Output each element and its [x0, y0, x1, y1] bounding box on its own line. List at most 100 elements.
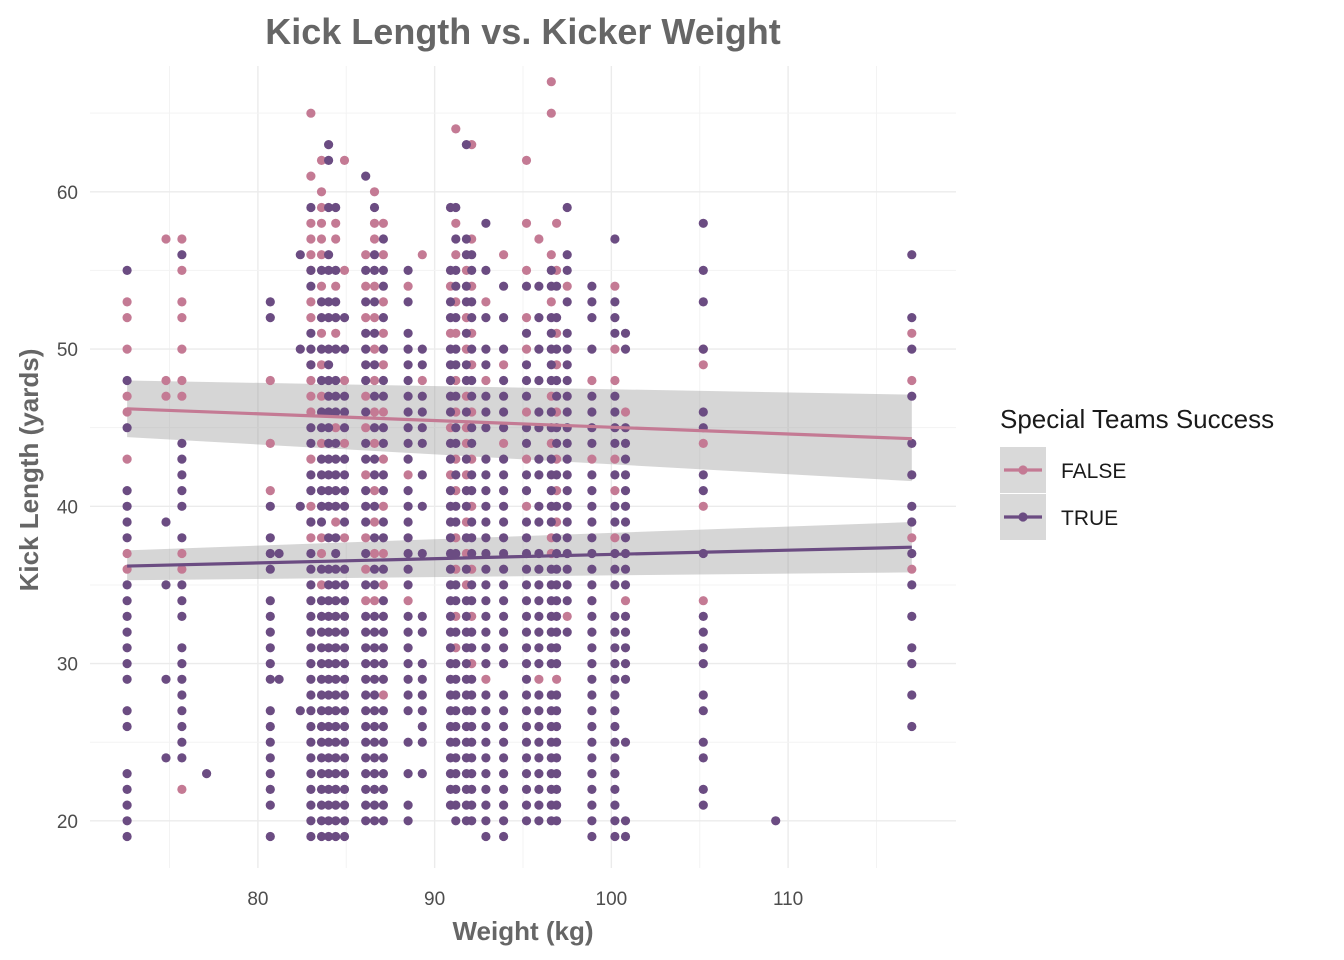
- data-point: [369, 313, 380, 323]
- x-tick-label: 110: [773, 889, 803, 910]
- data-point: [620, 831, 631, 842]
- data-point: [481, 454, 491, 464]
- data-point: [417, 391, 427, 401]
- data-point: [499, 611, 509, 622]
- data-point: [177, 659, 187, 669]
- data-point: [361, 643, 371, 653]
- y-tick-label: 20: [57, 812, 78, 833]
- data-point: [562, 360, 572, 370]
- data-point: [306, 108, 316, 118]
- data-point: [461, 659, 471, 669]
- data-point: [445, 611, 456, 622]
- data-point: [562, 328, 572, 338]
- data-point: [403, 375, 413, 386]
- data-point: [552, 816, 562, 826]
- data-point: [378, 265, 388, 275]
- data-point: [610, 517, 620, 527]
- data-point: [331, 234, 341, 244]
- data-point: [534, 596, 544, 606]
- data-point: [324, 391, 334, 401]
- data-point: [521, 407, 532, 417]
- data-point: [610, 659, 620, 669]
- data-point: [122, 423, 132, 433]
- data-point: [698, 643, 708, 653]
- data-point: [122, 548, 132, 559]
- data-point: [177, 297, 187, 307]
- data-point: [177, 250, 187, 260]
- data-point: [306, 548, 316, 559]
- x-tick-label: 90: [424, 889, 445, 910]
- data-point: [698, 800, 708, 810]
- data-point: [378, 470, 388, 480]
- data-point: [499, 438, 509, 448]
- data-point: [467, 627, 477, 637]
- data-point: [521, 627, 532, 637]
- data-point: [316, 360, 327, 370]
- data-point: [521, 674, 532, 684]
- data-point: [521, 643, 532, 653]
- data-point: [587, 800, 597, 810]
- data-point: [552, 659, 562, 669]
- data-point: [467, 250, 477, 260]
- data-point: [265, 643, 275, 653]
- data-point: [339, 643, 350, 653]
- data-point: [369, 800, 380, 810]
- data-point: [369, 533, 380, 543]
- data-point: [316, 611, 327, 622]
- data-point: [361, 580, 371, 590]
- data-point: [451, 706, 461, 716]
- data-point: [361, 596, 371, 606]
- data-point: [316, 596, 327, 606]
- data-point: [161, 391, 171, 401]
- data-point: [361, 501, 371, 511]
- data-point: [177, 643, 187, 653]
- data-point: [417, 407, 427, 417]
- data-point: [122, 627, 132, 637]
- data-point: [306, 281, 316, 291]
- data-point: [403, 548, 413, 559]
- data-point: [306, 831, 316, 842]
- data-point: [610, 580, 620, 590]
- data-point: [587, 580, 597, 590]
- data-point: [552, 753, 562, 763]
- data-point: [331, 580, 341, 590]
- data-point: [403, 706, 413, 716]
- data-point: [534, 564, 544, 574]
- data-point: [361, 737, 371, 747]
- data-point: [451, 659, 461, 669]
- data-point: [417, 706, 427, 716]
- data-point: [521, 155, 532, 165]
- data-point: [451, 784, 461, 795]
- data-point: [265, 706, 275, 716]
- trend-line: [127, 407, 912, 441]
- data-point: [306, 297, 316, 307]
- data-point: [361, 486, 371, 496]
- data-point: [587, 769, 597, 779]
- data-point: [361, 171, 371, 181]
- data-point: [265, 596, 275, 606]
- data-point: [369, 501, 380, 511]
- data-point: [369, 265, 380, 275]
- data-point: [417, 344, 427, 354]
- data-point: [451, 438, 461, 448]
- data-point: [562, 297, 572, 307]
- data-point: [378, 706, 388, 716]
- data-point: [451, 202, 461, 213]
- data-point: [620, 454, 631, 464]
- data-point: [369, 596, 380, 606]
- data-point: [451, 690, 461, 700]
- data-point: [481, 784, 491, 795]
- data-point: [451, 265, 461, 275]
- data-point: [445, 407, 456, 417]
- data-point: [610, 501, 620, 511]
- data-point: [907, 438, 917, 448]
- data-point: [361, 265, 371, 275]
- data-point: [403, 328, 413, 338]
- data-point: [499, 706, 509, 716]
- data-point: [306, 721, 316, 732]
- data-point: [177, 501, 187, 511]
- data-point: [361, 407, 371, 417]
- data-point: [451, 360, 461, 370]
- data-point: [378, 659, 388, 669]
- legend-key-point: [1018, 512, 1028, 522]
